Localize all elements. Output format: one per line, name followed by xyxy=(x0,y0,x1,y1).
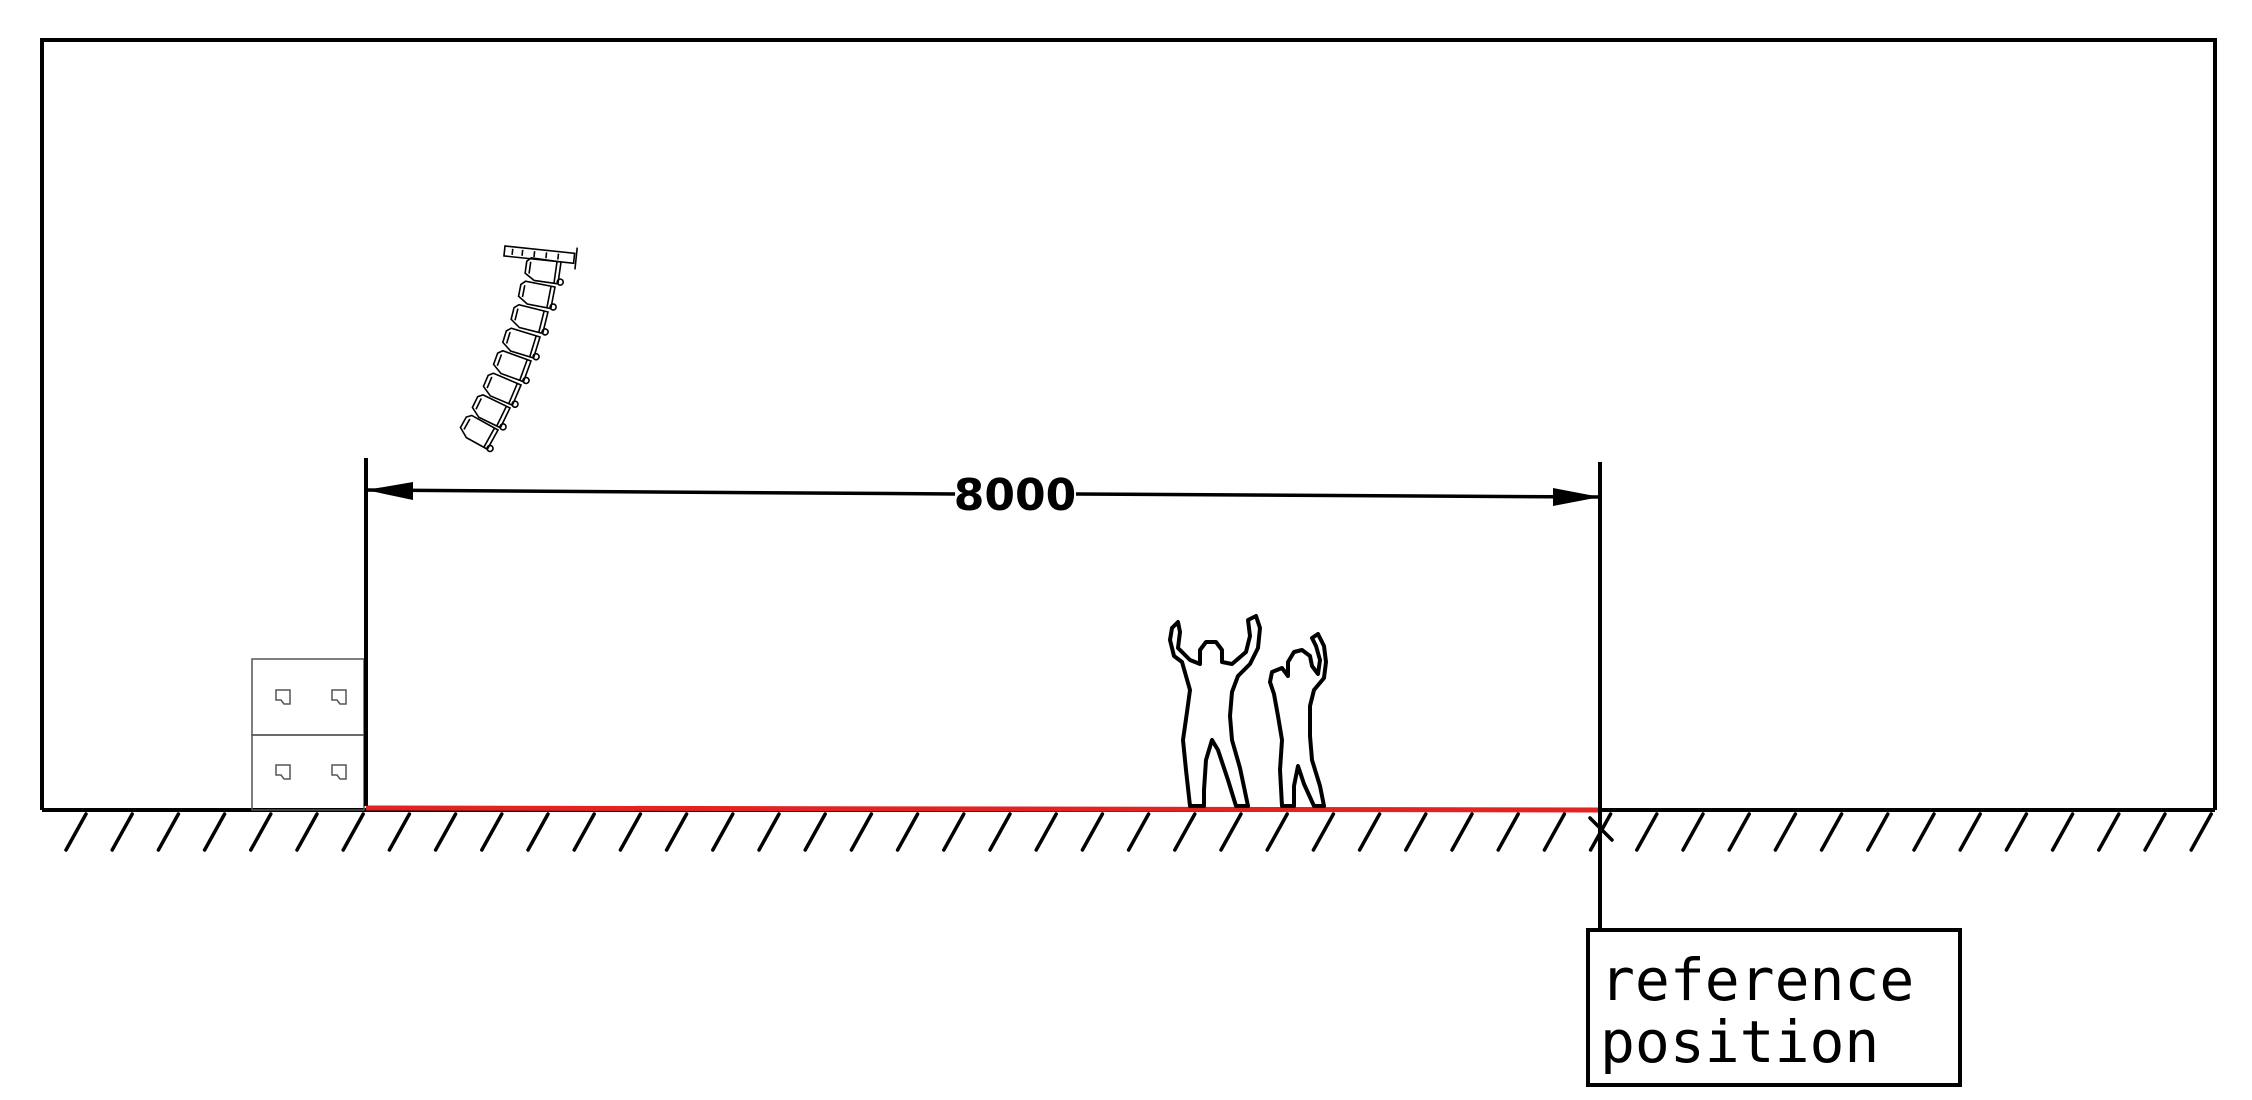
ground-hatch-mark xyxy=(341,812,365,852)
reference-label-line2: position xyxy=(1600,1008,1879,1076)
reference-marker-icon xyxy=(1588,816,1614,842)
line-array-cabinet xyxy=(482,372,523,408)
ground-hatch-mark xyxy=(1681,812,1705,852)
ground-hatch-mark xyxy=(1404,812,1428,852)
person-silhouette-1 xyxy=(1168,614,1262,808)
line-array-speaker-icon xyxy=(459,245,579,453)
ground-hatch-mark xyxy=(1635,812,1659,852)
ground-hatch-mark xyxy=(803,812,827,852)
ground-hatch-mark xyxy=(1265,812,1289,852)
ground-hatch-mark xyxy=(618,812,643,852)
ground-hatch-mark xyxy=(988,812,1012,852)
ground-hatch-mark xyxy=(156,812,181,852)
ground-hatch-mark xyxy=(1034,812,1058,852)
ground-hatch-mark xyxy=(387,812,412,852)
line-array-cabinet xyxy=(501,327,541,361)
ground-hatch-mark xyxy=(1357,812,1382,852)
ground-hatch-mark xyxy=(1496,812,1520,852)
ground-hatch-mark xyxy=(480,812,504,852)
ground-hatch-mark xyxy=(849,812,874,852)
ground-hatch-mark xyxy=(433,812,458,852)
ground-hatch-icon xyxy=(64,812,2213,852)
ground-hatch-mark xyxy=(1080,812,1105,852)
ground-hatch-mark xyxy=(2004,812,2029,852)
ground-hatch-mark xyxy=(1958,812,1982,852)
ground-hatch-mark xyxy=(64,812,88,852)
subwoofer-upper-cabinet xyxy=(251,658,365,736)
ground-hatch-mark xyxy=(1219,812,1243,852)
line-array-cabinet xyxy=(524,256,564,286)
dimension-label: 8000 xyxy=(954,470,1076,521)
ground-hatch-mark xyxy=(1912,812,1936,852)
subwoofer-lower-cabinet xyxy=(251,734,365,811)
ground-hatch-mark xyxy=(757,812,781,852)
ground-hatch-mark xyxy=(295,812,319,852)
reference-label-line1: reference xyxy=(1600,946,1914,1014)
line-array-cabinet xyxy=(471,393,512,431)
ground-hatch-mark xyxy=(2097,812,2121,852)
dimension-line-right xyxy=(1075,492,1601,499)
ground-hatch-mark xyxy=(711,812,735,852)
ground-hatch-mark xyxy=(1542,812,1567,852)
ground-hatch-mark xyxy=(2143,812,2167,852)
line-array-rigging-frame xyxy=(503,245,579,270)
ground-hatch-mark xyxy=(664,812,689,852)
audience-floor-highlight xyxy=(365,805,1601,813)
ground-hatch-mark xyxy=(1173,812,1197,852)
subwoofer-stack-icon xyxy=(251,658,365,811)
dimension-arrow-right xyxy=(1553,488,1600,506)
dimension-arrow-left xyxy=(366,482,413,500)
reference-position-box xyxy=(1586,928,1962,1087)
line-array-cabinet xyxy=(517,280,557,311)
ground-hatch-mark xyxy=(1819,812,1844,852)
audience-silhouette-icon xyxy=(1168,614,1328,808)
ground-hatch-mark xyxy=(2189,812,2213,852)
ground-hatch-mark xyxy=(1311,812,1336,852)
ground-hatch-mark xyxy=(526,812,550,852)
ground-hatch-mark xyxy=(1126,812,1151,852)
ground-hatch-mark xyxy=(1727,812,1751,852)
ground-hatch-mark xyxy=(202,812,227,852)
ground-hatch-mark xyxy=(110,812,134,852)
ground-hatch-mark xyxy=(942,812,966,852)
ground-hatch-mark xyxy=(572,812,596,852)
ground-hatch-mark xyxy=(2050,812,2075,852)
venue-outline xyxy=(40,38,2217,810)
ground-hatch-mark xyxy=(1773,812,1798,852)
line-array-cabinet xyxy=(492,349,533,385)
ground-hatch-mark xyxy=(1866,812,1890,852)
line-array-cabinet xyxy=(510,303,549,336)
ground-hatch-mark xyxy=(1450,812,1474,852)
line-array-cabinet xyxy=(459,414,500,453)
ground-hatch-mark xyxy=(249,812,273,852)
person-silhouette-2 xyxy=(1268,632,1328,808)
dimension-line-left xyxy=(365,488,956,496)
ground-hatch-mark xyxy=(895,812,920,852)
